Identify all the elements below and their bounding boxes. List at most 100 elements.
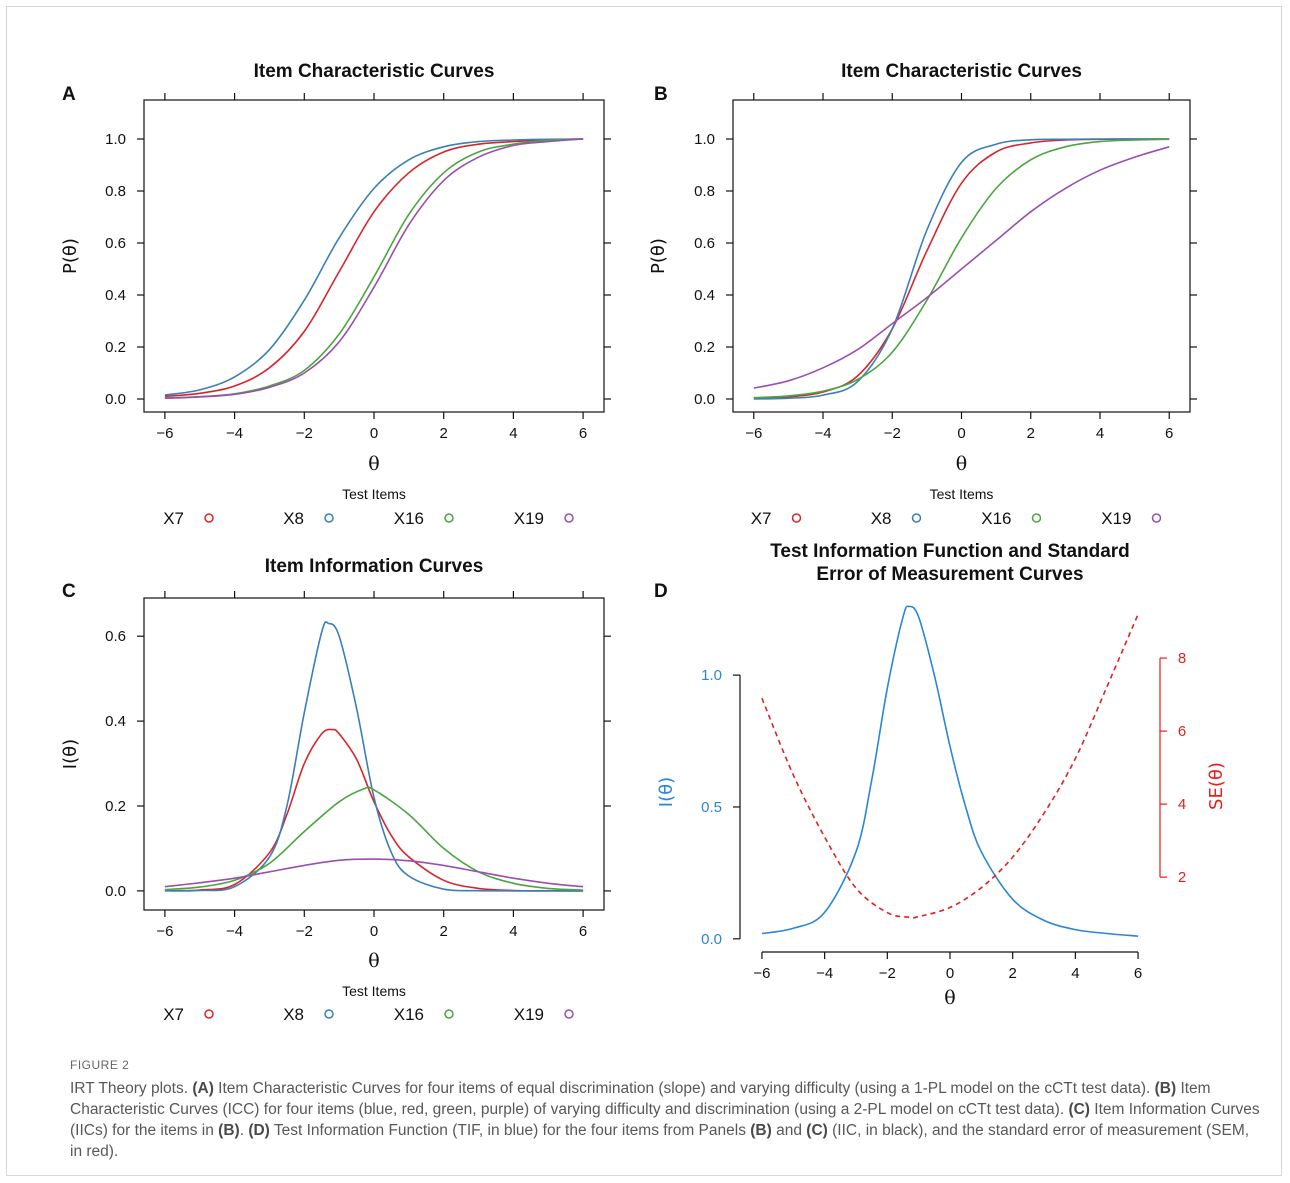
- chart-title: Item Characteristic Curves: [841, 61, 1082, 82]
- legend-marker: [204, 1009, 214, 1019]
- y-tick-label: 0.6: [694, 235, 715, 252]
- y-tick-label: 1.0: [105, 131, 126, 148]
- series-line-se: [761, 613, 1139, 919]
- x-tick-label: 6: [579, 425, 587, 442]
- caption-run: (IIC, in black), and the standard error …: [70, 1122, 1250, 1160]
- y-tick-label: 0.0: [105, 883, 126, 900]
- caption-run: IRT Theory plots.: [70, 1080, 193, 1097]
- x-tick-label: 2: [1009, 965, 1017, 982]
- legend-label: X7: [163, 1005, 184, 1024]
- plot-frame: [732, 99, 1191, 413]
- legend-marker: [911, 513, 922, 523]
- figure-frame: [6, 6, 1282, 1176]
- y-tick-label: 0.6: [105, 235, 126, 252]
- x-tick-label: −2: [879, 965, 896, 982]
- series-line-x19: [164, 858, 584, 888]
- legend: Test Items X7 X8 X16 X19: [163, 983, 574, 1024]
- x-tick-label: 2: [440, 425, 448, 442]
- x-tick-label: −4: [816, 965, 833, 982]
- legend-label: X8: [283, 1005, 304, 1024]
- caption-run: (B): [1154, 1080, 1177, 1097]
- y-tick-label-right: 4: [1178, 796, 1186, 813]
- figure-caption-text: IRT Theory plots. (A) Item Characteristi…: [70, 1078, 1265, 1162]
- y-tick-label: 0.8: [694, 183, 715, 200]
- caption-run: (C): [806, 1122, 828, 1139]
- series-line-x7: [164, 138, 584, 398]
- series-line-x16: [164, 138, 584, 399]
- panel-letter: C: [62, 581, 76, 602]
- x-tick-label: 0: [370, 923, 378, 940]
- y-tick-label-right: 8: [1178, 650, 1186, 667]
- y-axis-label: P(θ): [60, 238, 81, 274]
- y-axis-label-right: SE(θ): [1206, 762, 1227, 810]
- caption-run: Item Characteristic Curves (ICC) for fou…: [70, 1080, 1211, 1118]
- chart-title-line: Error of Measurement Curves: [816, 564, 1083, 585]
- y-tick-label-right: 2: [1178, 869, 1186, 886]
- legend-label: X19: [514, 1005, 544, 1024]
- legend-label: X16: [981, 509, 1011, 528]
- legend-marker: [1031, 513, 1042, 523]
- legend: Test Items X7 X8 X16 X19: [163, 486, 574, 528]
- legend-label: X16: [394, 509, 424, 528]
- caption-run: (A): [192, 1080, 214, 1097]
- legend-marker: [564, 1009, 574, 1019]
- legend-label: X16: [394, 1005, 424, 1024]
- x-tick-label: 0: [946, 965, 954, 982]
- panel-a: A Item Characteristic Curves −6 −4 −2 0 2 4 6 0.0…: [60, 61, 611, 528]
- x-axis-label: θ: [368, 950, 379, 972]
- y-tick-label: 0.6: [105, 628, 126, 645]
- x-tick-label: 2: [1027, 425, 1035, 442]
- x-tick-label: −2: [296, 923, 313, 940]
- series-line-x8: [164, 138, 584, 396]
- panel-letter: A: [62, 84, 76, 105]
- panel-d: D Test Information Function and StandardE…: [654, 541, 1227, 1009]
- caption-run: and: [771, 1122, 807, 1139]
- legend: Test Items X7 X8 X16 X19: [751, 486, 1162, 528]
- y-tick-label: 0.0: [694, 391, 715, 408]
- x-axis-label: θ: [368, 453, 379, 475]
- x-tick-label: −6: [745, 425, 762, 442]
- plot-frame: [143, 99, 605, 413]
- caption-run: Test Information Function (TIF, in blue)…: [269, 1122, 751, 1139]
- y-tick-label: 0.2: [105, 339, 126, 356]
- x-tick-label: 6: [1165, 425, 1173, 442]
- caption-run: Item Information Curves (IICs) for the i…: [70, 1101, 1260, 1139]
- legend-marker: [204, 513, 214, 523]
- panel-letter: D: [654, 581, 668, 602]
- x-tick-label: −2: [296, 425, 313, 442]
- series-line-x16: [753, 138, 1170, 399]
- plot-frame: [143, 597, 605, 911]
- series-line-x16: [164, 786, 584, 891]
- y-tick-label: 0.0: [105, 391, 126, 408]
- series-line-x7: [164, 728, 584, 892]
- figure-caption: FIGURE 2 IRT Theory plots. (A) Item Char…: [70, 1058, 1265, 1162]
- x-tick-label: 6: [1134, 965, 1142, 982]
- legend-marker: [444, 1009, 454, 1019]
- x-tick-label: 0: [957, 425, 965, 442]
- x-axis-label: θ: [944, 987, 955, 1009]
- figure-plots: A Item Characteristic Curves −6 −4 −2 0 2 4 6 0.0…: [60, 61, 1227, 1024]
- caption-run: .: [239, 1122, 249, 1139]
- y-axis-label: P(θ): [648, 238, 669, 274]
- panel-c: C Item Information Curves −6 −4 −2 0 2 4 6 0.0 0.2…: [60, 556, 611, 1024]
- caption-run: Item Characteristic Curves for four item…: [213, 1080, 1155, 1097]
- x-tick-label: 4: [509, 425, 517, 442]
- x-tick-label: 4: [509, 923, 517, 940]
- x-tick-label: −6: [753, 965, 770, 982]
- y-tick-label: 1.0: [694, 131, 715, 148]
- caption-run: (D): [248, 1122, 270, 1139]
- series-line-i: [761, 605, 1139, 937]
- y-tick-label: 0.0: [701, 931, 722, 948]
- legend-label: X7: [163, 509, 184, 528]
- chart-title: Item Characteristic Curves: [254, 61, 495, 82]
- y-tick-label-right: 6: [1178, 723, 1186, 740]
- legend-marker: [324, 1009, 334, 1019]
- x-axis-label: θ: [956, 453, 967, 475]
- legend-label: X8: [871, 509, 892, 528]
- x-tick-label: −6: [156, 425, 173, 442]
- series-line-x19: [753, 146, 1170, 389]
- x-tick-label: −6: [156, 923, 173, 940]
- y-tick-label: 1.0: [701, 667, 722, 684]
- y-axis-label: I(θ): [60, 739, 81, 769]
- x-tick-label: 6: [579, 923, 587, 940]
